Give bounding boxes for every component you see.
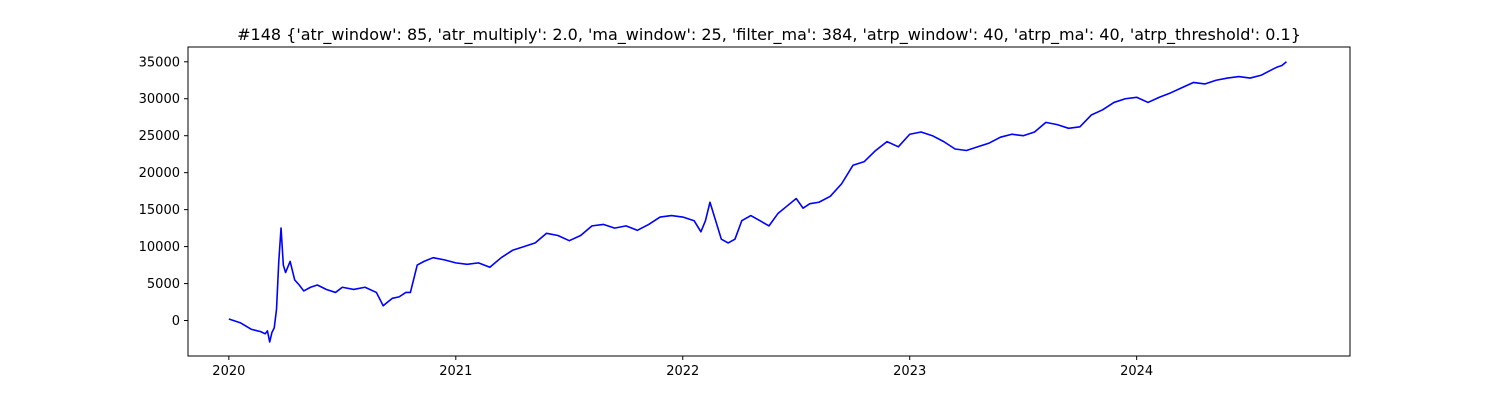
y-tick-label: 0 <box>172 314 180 329</box>
axes: 2020 2021 2022 2023 2024 0 5000 10000 15000 20000… <box>139 46 1351 379</box>
series-line-0 <box>228 61 1287 343</box>
plot-area <box>188 47 1350 356</box>
x-tick-label: 2021 <box>439 364 472 379</box>
plot-background <box>188 47 1350 356</box>
y-tick-label: 35000 <box>139 55 180 70</box>
y-tick-label: 15000 <box>139 203 180 218</box>
y-tick-label: 20000 <box>139 166 180 181</box>
y-tick-label: 5000 <box>147 277 180 292</box>
y-tick-label: 25000 <box>139 129 180 144</box>
x-tick-label: 2024 <box>1120 364 1153 379</box>
x-tick-label: 2020 <box>212 364 245 379</box>
chart-title: #148 {'atr_window': 85, 'atr_multiply': … <box>237 25 1301 45</box>
x-tick-label: 2023 <box>893 364 926 379</box>
y-tick-label: 30000 <box>139 92 180 107</box>
x-tick-label: 2022 <box>666 364 699 379</box>
y-tick-label: 10000 <box>139 240 180 255</box>
plot-frame <box>187 46 1351 357</box>
series-layer <box>228 61 1287 343</box>
